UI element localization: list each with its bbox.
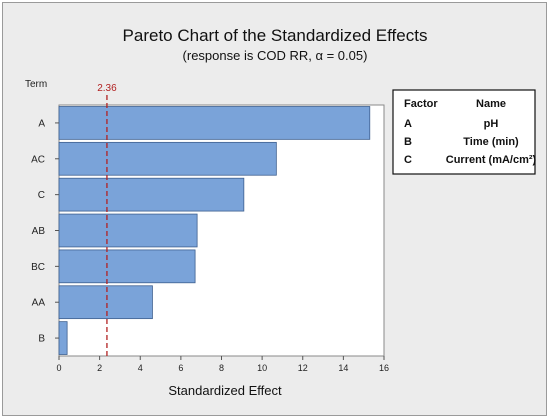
- x-tick-label-12: 12: [298, 363, 308, 373]
- bar-aa: [58, 285, 153, 320]
- term-label-b: B: [38, 334, 45, 345]
- x-axis-label: Standardized Effect: [168, 383, 282, 398]
- reference-line-label: 2.36: [97, 83, 117, 94]
- legend-factor-c: C: [404, 154, 412, 166]
- term-label-c: C: [38, 190, 45, 201]
- bar-ab: [58, 213, 198, 248]
- y-axis-label: Term: [25, 79, 47, 90]
- legend-header-name: Name: [476, 98, 506, 110]
- x-tick-label-0: 0: [56, 363, 61, 373]
- x-tick-label-10: 10: [257, 363, 267, 373]
- x-tick-label-14: 14: [338, 363, 348, 373]
- legend-name-c: Current (mA/cm²): [446, 154, 537, 166]
- bar-ac: [58, 141, 277, 176]
- legend-factor-b: B: [404, 136, 412, 148]
- legend-name-a: pH: [484, 118, 499, 130]
- bar-c: [58, 177, 245, 212]
- bars-group: [58, 106, 371, 355]
- term-label-aa: AA: [32, 298, 46, 309]
- chart-frame: Pareto Chart of the Standardized Effects…: [2, 2, 547, 416]
- legend: Factor Name A pH B Time (min) C Current …: [392, 89, 537, 175]
- legend-box: [392, 89, 536, 175]
- term-label-ac: AC: [31, 154, 45, 165]
- term-label-ab: AB: [32, 226, 46, 237]
- reference-line-group: 2.36: [97, 83, 117, 356]
- bar-a: [58, 106, 371, 140]
- bar-b: [58, 321, 68, 355]
- chart-subtitle: (response is COD RR, α = 0.05): [183, 48, 368, 63]
- bar-bc: [58, 249, 196, 284]
- x-ticks-group: 0 2 4 6 8 10 12 14 16: [56, 356, 389, 373]
- term-label-a: A: [38, 118, 45, 129]
- x-tick-label-16: 16: [379, 363, 389, 373]
- chart-title: Pareto Chart of the Standardized Effects: [123, 26, 428, 45]
- x-tick-label-2: 2: [97, 363, 102, 373]
- x-tick-label-8: 8: [219, 363, 224, 373]
- legend-header-factor: Factor: [404, 98, 438, 110]
- x-tick-label-4: 4: [138, 363, 143, 373]
- legend-factor-a: A: [404, 118, 412, 130]
- term-label-bc: BC: [31, 262, 45, 273]
- x-tick-label-6: 6: [178, 363, 183, 373]
- legend-name-b: Time (min): [463, 136, 519, 148]
- pareto-chart: Pareto Chart of the Standardized Effects…: [25, 26, 537, 398]
- term-ticks-group: A AC C AB BC AA B: [31, 118, 59, 345]
